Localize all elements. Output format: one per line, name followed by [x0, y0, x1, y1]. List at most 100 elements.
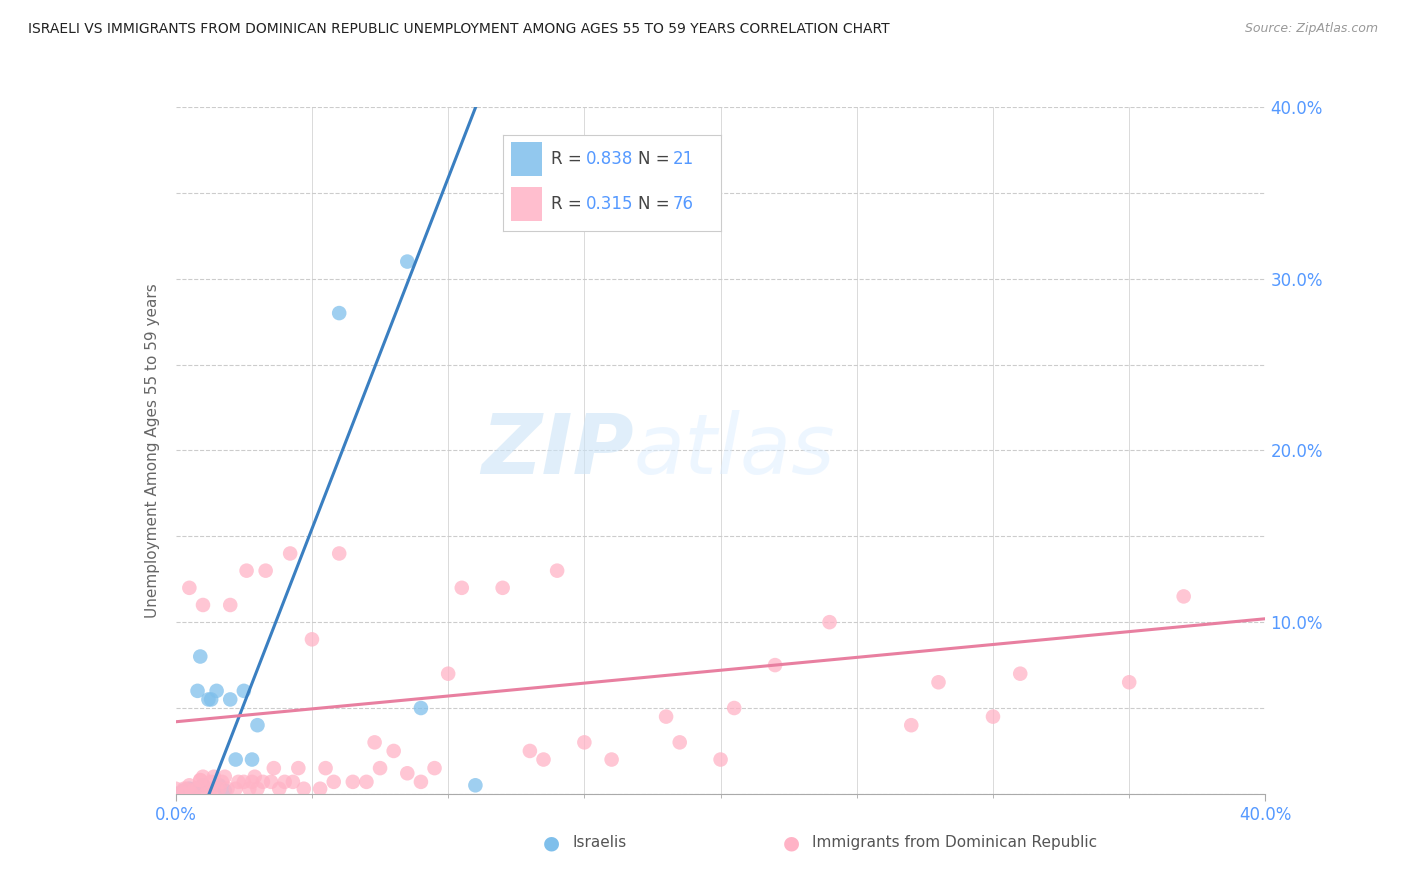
- Text: 76: 76: [672, 194, 693, 213]
- Point: [240, 775, 263, 789]
- Point: [246, 718, 269, 732]
- Point: [235, 564, 257, 578]
- Point: [191, 598, 214, 612]
- Point: [278, 546, 301, 561]
- Point: [254, 564, 277, 578]
- Point: [238, 781, 260, 796]
- Point: [723, 701, 745, 715]
- Point: [200, 775, 222, 789]
- Point: [165, 781, 187, 796]
- Point: [519, 744, 541, 758]
- Point: [1118, 675, 1140, 690]
- Point: [328, 546, 350, 561]
- Point: [214, 770, 236, 784]
- Point: [211, 775, 233, 789]
- Point: [200, 692, 222, 706]
- Point: [188, 649, 211, 664]
- Y-axis label: Unemployment Among Ages 55 to 59 years: Unemployment Among Ages 55 to 59 years: [145, 283, 160, 618]
- Point: [165, 787, 187, 801]
- Point: [492, 581, 515, 595]
- Point: [208, 781, 231, 796]
- Point: [1173, 590, 1195, 604]
- Point: [219, 692, 242, 706]
- Point: [287, 761, 309, 775]
- Point: [396, 766, 419, 780]
- Point: [173, 783, 195, 797]
- Point: [179, 778, 201, 792]
- Point: [240, 753, 263, 767]
- Point: [263, 761, 285, 775]
- Point: [309, 781, 332, 796]
- Point: [437, 666, 460, 681]
- Text: ZIP: ZIP: [481, 410, 633, 491]
- Point: [396, 254, 419, 268]
- Text: 0.315: 0.315: [585, 194, 633, 213]
- Point: [173, 787, 195, 801]
- Point: [763, 658, 786, 673]
- Point: [363, 735, 385, 749]
- Point: [191, 770, 214, 784]
- Text: atlas: atlas: [633, 410, 835, 491]
- Point: [188, 773, 211, 788]
- Point: [315, 761, 337, 775]
- Point: [900, 718, 922, 732]
- Point: [225, 753, 247, 767]
- Text: N =: N =: [638, 150, 675, 168]
- Point: [546, 564, 568, 578]
- Text: 0.838: 0.838: [585, 150, 633, 168]
- Point: [533, 753, 555, 767]
- Point: [186, 683, 209, 698]
- Point: [464, 778, 486, 792]
- Point: [818, 615, 841, 630]
- Text: ●: ●: [543, 833, 561, 853]
- Point: [181, 787, 204, 801]
- Point: [202, 770, 225, 784]
- Point: [574, 735, 596, 749]
- Text: N =: N =: [638, 194, 675, 213]
- Point: [260, 775, 283, 789]
- Point: [173, 781, 195, 796]
- Text: R =: R =: [551, 150, 586, 168]
- Point: [382, 744, 405, 758]
- Text: R =: R =: [551, 194, 586, 213]
- Point: [214, 783, 236, 797]
- Point: [184, 781, 207, 796]
- Point: [200, 781, 222, 796]
- Point: [176, 781, 198, 796]
- Text: ●: ●: [782, 833, 800, 853]
- Point: [217, 781, 239, 796]
- Point: [342, 775, 364, 789]
- Text: Immigrants from Dominican Republic: Immigrants from Dominican Republic: [813, 836, 1097, 850]
- Point: [600, 753, 623, 767]
- Point: [197, 781, 219, 796]
- Point: [274, 775, 297, 789]
- Point: [165, 787, 187, 801]
- Point: [228, 775, 250, 789]
- Point: [409, 701, 432, 715]
- Point: [710, 753, 733, 767]
- Point: [281, 775, 304, 789]
- Point: [269, 781, 291, 796]
- Point: [928, 675, 950, 690]
- Point: [205, 683, 228, 698]
- Point: [232, 683, 254, 698]
- Point: [205, 781, 228, 796]
- Point: [423, 761, 446, 775]
- Point: [194, 787, 217, 801]
- Point: [243, 770, 266, 784]
- Point: [252, 775, 274, 789]
- Point: [179, 781, 201, 796]
- Text: 21: 21: [672, 150, 695, 168]
- Point: [409, 775, 432, 789]
- Point: [292, 781, 315, 796]
- Point: [232, 775, 254, 789]
- Point: [191, 778, 214, 792]
- Point: [1010, 666, 1032, 681]
- Text: Source: ZipAtlas.com: Source: ZipAtlas.com: [1244, 22, 1378, 36]
- Point: [184, 781, 207, 796]
- Point: [328, 306, 350, 320]
- Point: [368, 761, 391, 775]
- Point: [179, 581, 201, 595]
- Point: [186, 781, 209, 796]
- Text: Israelis: Israelis: [574, 836, 627, 850]
